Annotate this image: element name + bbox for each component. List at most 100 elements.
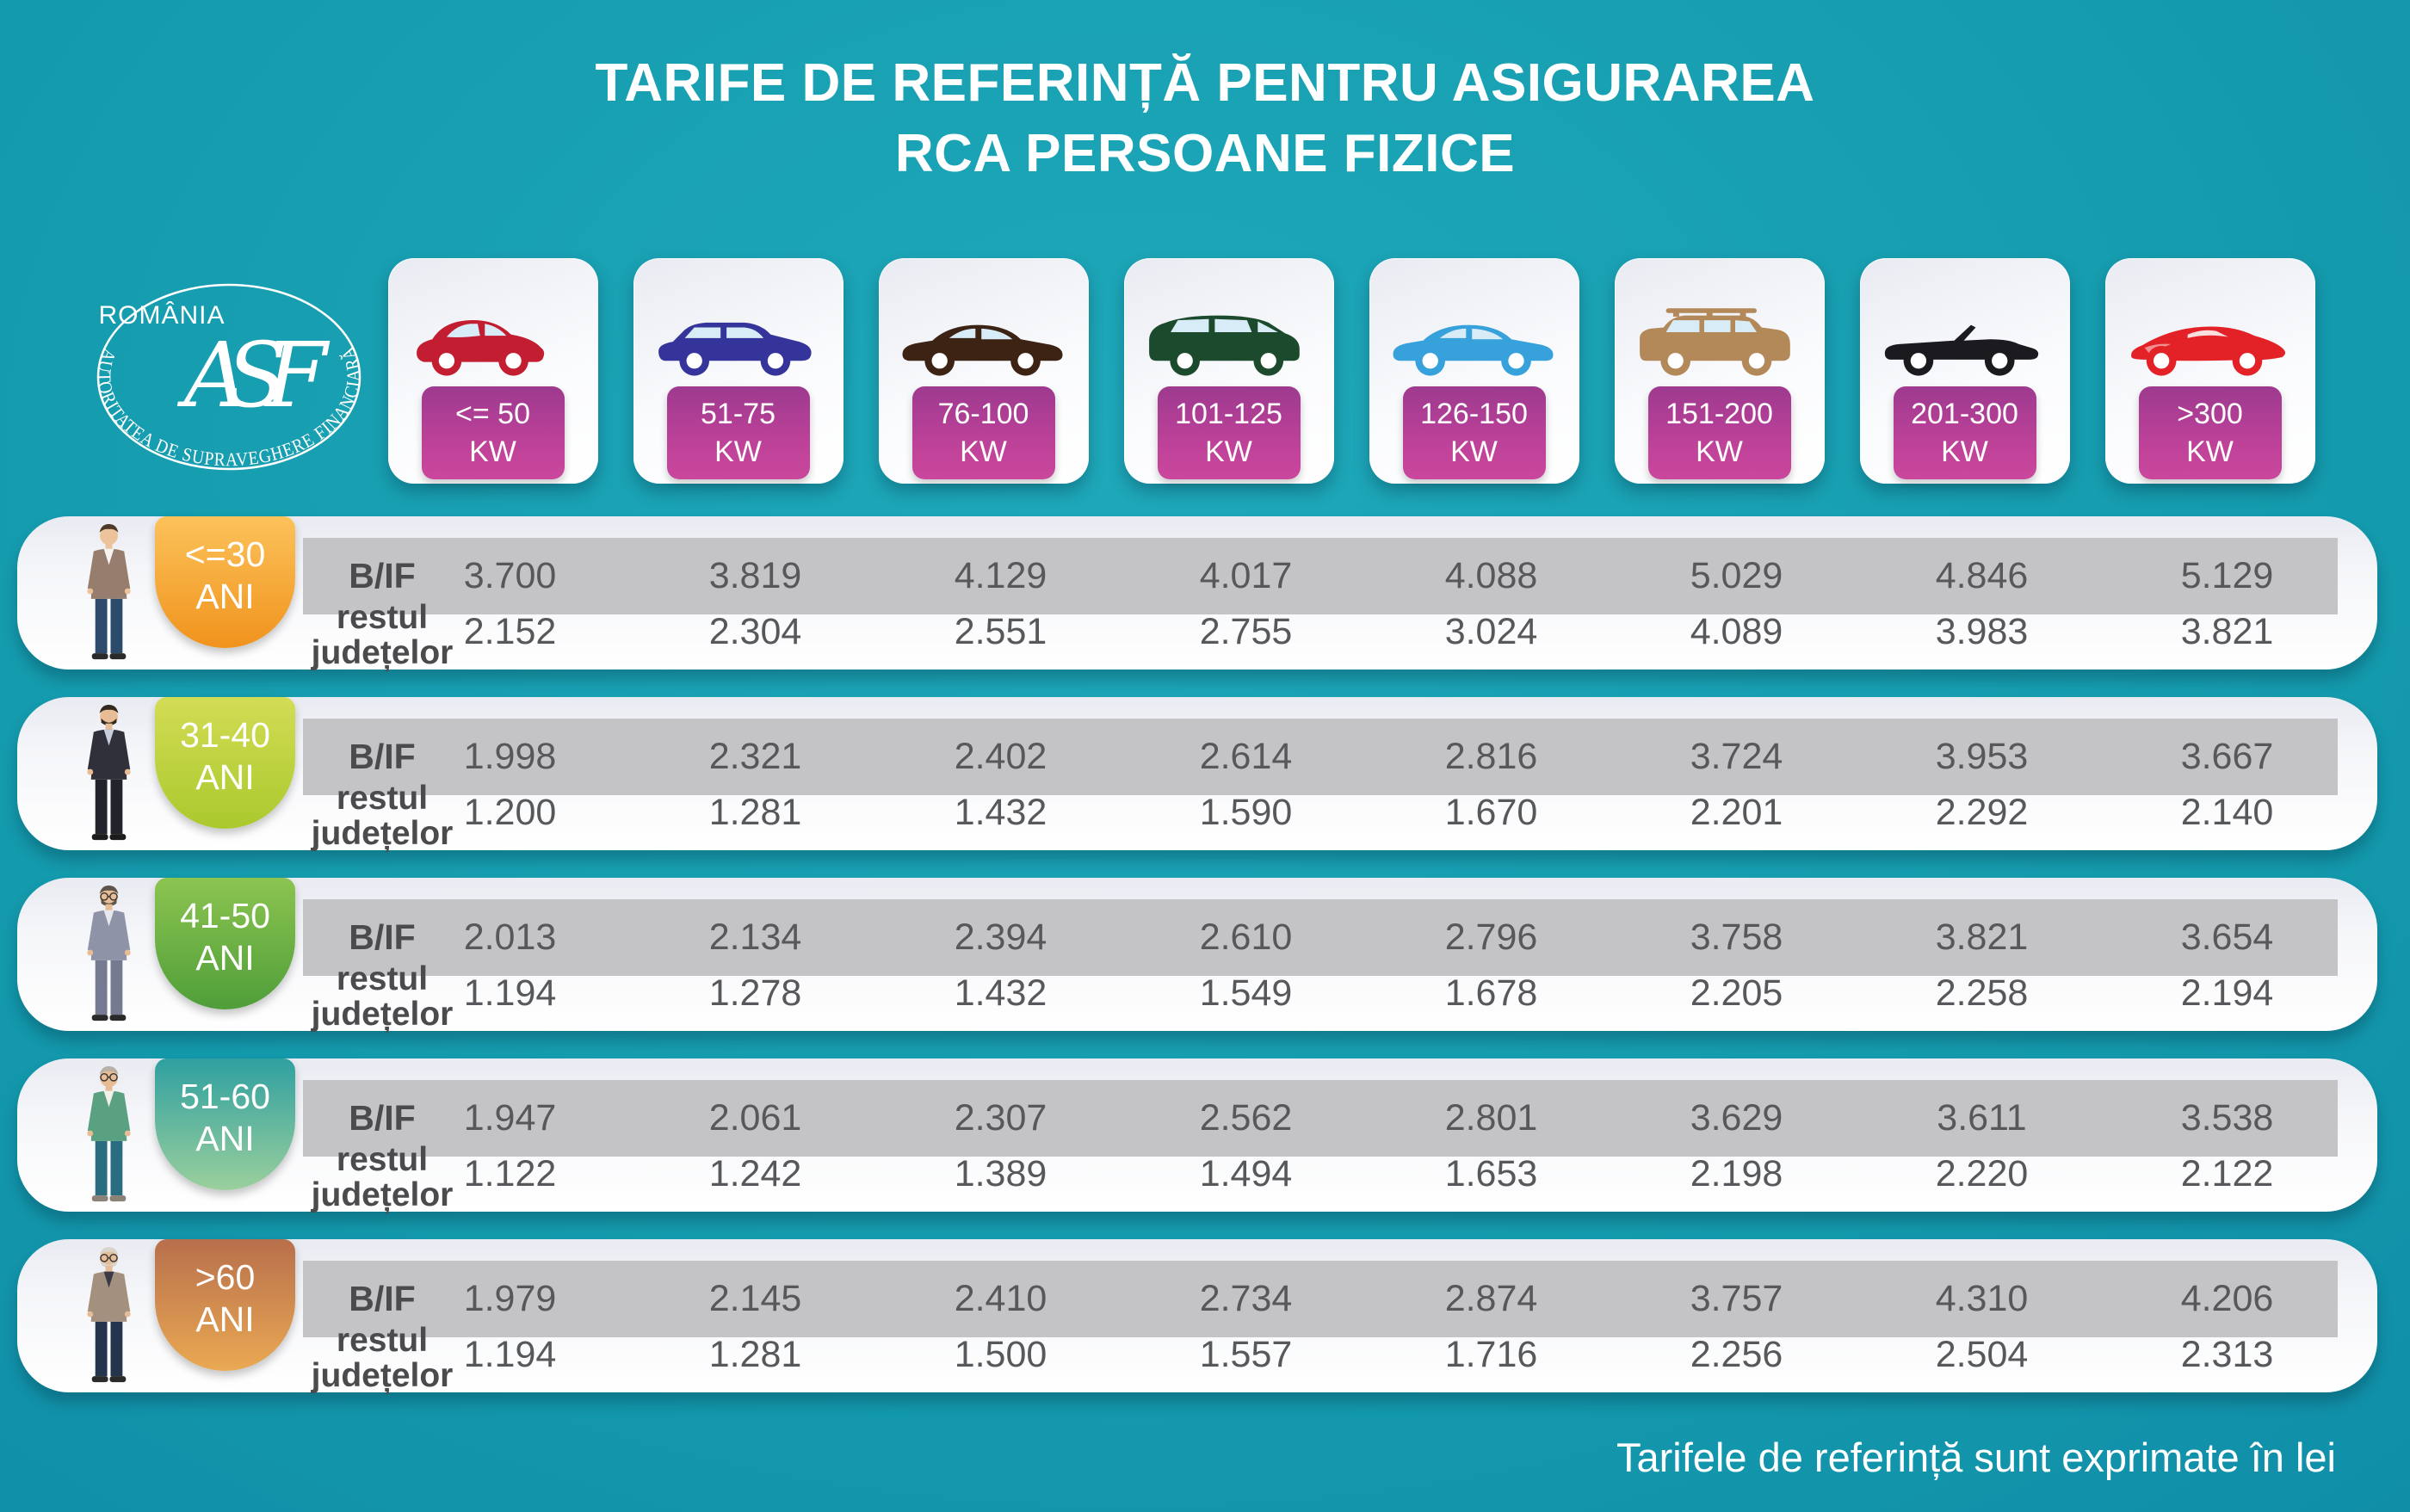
bif-row-band	[303, 899, 2338, 976]
power-range-badge: 101-125 KW	[1157, 386, 1301, 479]
tariff-value: 2.410	[954, 1278, 1047, 1319]
age-bubble: 31-40 ANI	[155, 697, 295, 829]
age-band-2: 41-50 ANI B/IF restul județelor 2.013 2.1…	[17, 878, 2377, 1032]
power-range-badge: >300 KW	[2138, 386, 2282, 479]
tariff-value: 5.029	[1690, 555, 1783, 596]
age-range: <=30	[184, 534, 266, 575]
age-bubble: 41-50 ANI	[155, 878, 295, 1009]
vehicle-card: 201-300 KW	[1859, 258, 2070, 484]
tariff-value: 1.590	[1199, 792, 1293, 833]
sedan-icon	[1385, 287, 1564, 392]
tariff-value: 2.394	[954, 916, 1047, 958]
bif-row-band	[303, 1261, 2338, 1337]
tariff-value: 2.874	[1444, 1278, 1538, 1319]
tariff-value: 2.013	[463, 916, 557, 958]
age-bubble: <=30 ANI	[155, 516, 295, 648]
senior-man-icon	[57, 1063, 162, 1209]
zone-label-rest: restul județelor	[311, 599, 454, 671]
rest-values-row: 1.194 1.278 1.432 1.549 1.678 2.205 2.258 2.194	[387, 966, 2350, 1021]
age-bubble: 51-60 ANI	[155, 1058, 295, 1190]
vehicle-card: 126-150 KW	[1369, 258, 1579, 484]
crossover-icon	[649, 287, 828, 392]
power-range: 151-200	[1665, 397, 1773, 430]
zone-label-bif: B/IF	[349, 556, 416, 596]
age-unit: ANI	[195, 1118, 255, 1158]
tariff-value: 1.194	[463, 1334, 557, 1375]
bif-values-row: 1.998 2.321 2.402 2.614 2.816 3.724 3.953 3.667	[387, 719, 2350, 795]
power-range-badge: 76-100 KW	[911, 386, 1055, 479]
tariff-value: 2.292	[1935, 792, 2029, 833]
tariff-value: 5.129	[2180, 555, 2274, 596]
minivan-icon	[1140, 287, 1319, 392]
title-line-1: TARIFE DE REFERINȚĂ PENTRU ASIGURAREA	[595, 53, 1815, 113]
power-column-4: 126-150 KW	[1351, 258, 1597, 484]
tariff-value: 2.313	[2180, 1334, 2274, 1375]
tariff-value: 2.152	[463, 611, 557, 652]
age-range: 31-40	[180, 715, 270, 756]
tariff-value: 1.653	[1444, 1153, 1538, 1194]
tariff-value: 2.796	[1444, 916, 1538, 958]
tariff-value: 3.538	[2180, 1097, 2274, 1139]
power-column-6: 201-300 KW	[1842, 258, 2087, 484]
tariff-value: 2.402	[954, 736, 1047, 777]
power-unit: KW	[1696, 435, 1743, 468]
zone-label-bif: B/IF	[349, 1279, 416, 1318]
rest-values-row: 1.194 1.281 1.500 1.557 1.716 2.256 2.504 2.313	[387, 1327, 2350, 1382]
tariff-value: 2.551	[954, 611, 1047, 652]
power-range: <= 50	[455, 397, 530, 430]
tariff-value: 2.816	[1444, 736, 1538, 777]
power-unit: KW	[2186, 435, 2234, 468]
power-range: 101-125	[1175, 397, 1282, 430]
power-range: 201-300	[1911, 397, 2018, 430]
age-unit: ANI	[195, 937, 255, 978]
bif-values-row: 1.979 2.145 2.410 2.734 2.874 3.757 4.310 4.206	[387, 1261, 2350, 1337]
tariff-value: 1.194	[463, 972, 557, 1014]
logo-monogram: ASF	[177, 323, 331, 428]
convertible-icon	[1875, 287, 2055, 392]
tariff-value: 4.089	[1690, 611, 1783, 652]
tariff-value: 1.278	[708, 972, 802, 1014]
bif-row-band	[303, 1080, 2338, 1157]
tariff-value: 2.801	[1444, 1097, 1538, 1139]
bif-row-band	[303, 538, 2338, 614]
tariff-value: 2.220	[1935, 1153, 2029, 1194]
power-unit: KW	[1450, 435, 1498, 468]
power-column-1: 51-75 KW	[615, 258, 861, 484]
power-column-2: 76-100 KW	[861, 258, 1106, 484]
power-column-7: >300 KW	[2087, 258, 2333, 484]
tariff-value: 3.821	[2180, 611, 2274, 652]
tariff-value: 1.122	[463, 1153, 557, 1194]
age-band-0: <=30 ANI B/IF restul județelor 3.700 3.81…	[17, 516, 2377, 670]
tariff-value: 4.017	[1199, 555, 1293, 596]
power-range-badge: 201-300 KW	[1893, 386, 2036, 479]
power-unit: KW	[960, 435, 1007, 468]
power-range: 126-150	[1420, 397, 1528, 430]
zone-label-bif: B/IF	[349, 917, 416, 957]
tariff-value: 1.670	[1444, 792, 1538, 833]
power-unit: KW	[469, 435, 516, 468]
tariff-value: 3.629	[1690, 1097, 1783, 1139]
power-range-badge: <= 50 KW	[421, 386, 565, 479]
power-range-badge: 126-150 KW	[1402, 386, 1546, 479]
tariff-value: 4.088	[1444, 555, 1538, 596]
age-bubble: >60 ANI	[155, 1239, 295, 1371]
tariff-value: 2.201	[1690, 792, 1783, 833]
tariff-value: 1.678	[1444, 972, 1538, 1014]
power-range: 76-100	[937, 397, 1029, 430]
tariff-value: 1.281	[708, 1334, 802, 1375]
tariff-value: 2.614	[1199, 736, 1293, 777]
tariff-value: 2.122	[2180, 1153, 2274, 1194]
tariff-value: 3.724	[1690, 736, 1783, 777]
age-range: 51-60	[180, 1077, 270, 1117]
vehicle-card: 76-100 KW	[878, 258, 1089, 484]
tariff-value: 1.557	[1199, 1334, 1293, 1375]
tariff-value: 1.979	[463, 1278, 557, 1319]
tariff-value: 2.256	[1690, 1334, 1783, 1375]
tariff-value: 2.562	[1199, 1097, 1293, 1139]
power-range: 51-75	[701, 397, 776, 430]
tariff-value: 2.304	[708, 611, 802, 652]
tariff-value: 3.821	[1935, 916, 2029, 958]
power-column-3: 101-125 KW	[1106, 258, 1351, 484]
age-band-1: 31-40 ANI B/IF restul județelor 1.998 2.3…	[17, 697, 2377, 851]
age-band-4: >60 ANI B/IF restul județelor 1.979 2.145…	[17, 1239, 2377, 1393]
